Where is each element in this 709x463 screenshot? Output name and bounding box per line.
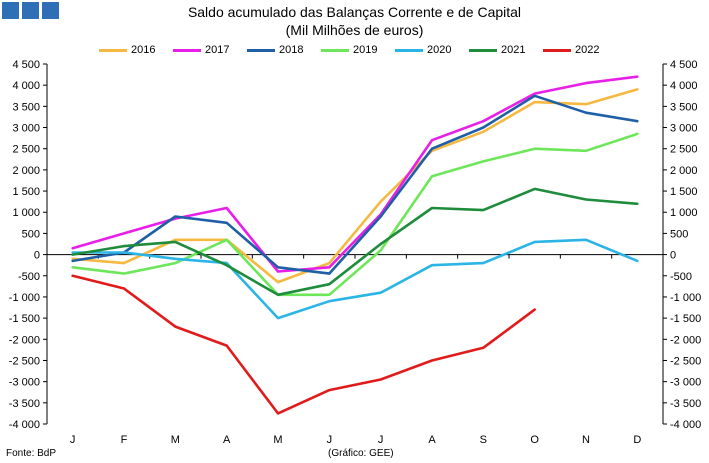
legend-item-2022: 2022 bbox=[543, 44, 599, 56]
y-tick-label-right: -2 500 bbox=[670, 355, 701, 367]
legend-label: 2019 bbox=[353, 44, 378, 56]
y-tick-label-right: 2 500 bbox=[670, 144, 698, 156]
logo-square bbox=[22, 2, 39, 19]
legend-item-2017: 2017 bbox=[173, 44, 229, 56]
series-line-2018 bbox=[71, 94, 639, 275]
y-tick-label-right: -3 000 bbox=[670, 377, 701, 389]
chart-subtitle: (Mil Milhões de euros) bbox=[285, 22, 424, 38]
x-tick-label: J bbox=[70, 434, 76, 446]
logo-square bbox=[2, 2, 19, 19]
y-tick-label-right: 500 bbox=[670, 228, 688, 240]
y-tick-label-right: 2 000 bbox=[670, 165, 698, 177]
y-tick-label-left: -2 000 bbox=[9, 334, 40, 346]
legend-swatch bbox=[469, 48, 497, 52]
legend-label: 2020 bbox=[427, 44, 452, 56]
x-tick-label: M bbox=[171, 434, 180, 446]
y-tick-label-left: -4 000 bbox=[9, 419, 40, 431]
y-tick-label-left: 1 500 bbox=[12, 186, 40, 198]
series-line-2022 bbox=[71, 274, 537, 415]
legend-item-2018: 2018 bbox=[247, 44, 303, 56]
y-tick-label-right: 3 500 bbox=[670, 101, 698, 113]
y-tick-label-right: -3 500 bbox=[670, 398, 701, 410]
series-line-2020 bbox=[71, 238, 639, 320]
y-tick-label-right: -1 500 bbox=[670, 313, 701, 325]
y-tick-label-right: -500 bbox=[670, 271, 692, 283]
source-note: Fonte: BdP bbox=[6, 448, 57, 459]
y-tick-label-left: 4 500 bbox=[12, 59, 40, 71]
legend-swatch bbox=[543, 48, 571, 52]
y-tick-label-left: -3 000 bbox=[9, 377, 40, 389]
y-tick-label-right: -1 000 bbox=[670, 292, 701, 304]
series-line-2016 bbox=[71, 88, 639, 284]
x-tick-label: A bbox=[428, 434, 436, 446]
legend-item-2021: 2021 bbox=[469, 44, 525, 56]
x-tick-label: M bbox=[273, 434, 282, 446]
y-tick-label-left: -3 500 bbox=[9, 398, 40, 410]
x-tick-label: S bbox=[480, 434, 487, 446]
legend-label: 2022 bbox=[575, 44, 600, 56]
legend-swatch bbox=[321, 48, 349, 52]
x-tick-label: A bbox=[223, 434, 231, 446]
legend-swatch bbox=[99, 48, 127, 52]
series-line-2019 bbox=[71, 132, 639, 297]
legend-item-2019: 2019 bbox=[321, 44, 377, 56]
x-tick-label: D bbox=[633, 434, 641, 446]
y-tick-label-left: 2 000 bbox=[12, 165, 40, 177]
y-tick-label-right: 1 000 bbox=[670, 207, 698, 219]
y-tick-label-left: -1 000 bbox=[9, 292, 40, 304]
x-tick-label: O bbox=[530, 434, 539, 446]
y-tick-label-left: -500 bbox=[18, 271, 40, 283]
x-tick-label: F bbox=[121, 434, 128, 446]
y-tick-label-left: -2 500 bbox=[9, 355, 40, 367]
y-tick-label-right: 3 000 bbox=[670, 123, 698, 135]
y-tick-label-left: 1 000 bbox=[12, 207, 40, 219]
y-tick-label-left: 2 500 bbox=[12, 144, 40, 156]
legend-item-2020: 2020 bbox=[395, 44, 451, 56]
y-tick-label-right: 0 bbox=[670, 250, 676, 262]
y-tick-label-left: 4 000 bbox=[12, 80, 40, 92]
y-tick-label-left: 0 bbox=[34, 250, 40, 262]
legend-swatch bbox=[247, 48, 275, 52]
y-tick-label-left: 500 bbox=[22, 228, 40, 240]
logo-square bbox=[42, 2, 59, 19]
y-tick-label-right: -4 000 bbox=[670, 419, 701, 431]
y-tick-label-left: 3 000 bbox=[12, 123, 40, 135]
chart-title: Saldo acumulado das Balanças Corrente e … bbox=[187, 4, 522, 20]
credit-note: (Gráfico: GEE) bbox=[328, 448, 394, 459]
legend-label: 2018 bbox=[279, 44, 304, 56]
x-tick-label: J bbox=[327, 434, 333, 446]
y-tick-label-right: 4 000 bbox=[670, 80, 698, 92]
legend-label: 2021 bbox=[501, 44, 526, 56]
x-tick-label: N bbox=[582, 434, 590, 446]
legend-label: 2016 bbox=[131, 44, 156, 56]
series-line-2021 bbox=[71, 187, 639, 297]
legend-swatch bbox=[395, 48, 423, 52]
y-tick-label-left: 3 500 bbox=[12, 101, 40, 113]
logo bbox=[2, 2, 59, 19]
x-tick-label: J bbox=[378, 434, 384, 446]
y-tick-label-right: 1 500 bbox=[670, 186, 698, 198]
legend-item-2016: 2016 bbox=[99, 44, 155, 56]
legend-label: 2017 bbox=[205, 44, 230, 56]
y-tick-label-right: -2 000 bbox=[670, 334, 701, 346]
legend-swatch bbox=[173, 48, 201, 52]
y-tick-label-left: -1 500 bbox=[9, 313, 40, 325]
y-tick-label-right: 4 500 bbox=[670, 59, 698, 71]
legend: 2016 2017 2018 2019 2020 2021 2022 bbox=[0, 44, 709, 62]
